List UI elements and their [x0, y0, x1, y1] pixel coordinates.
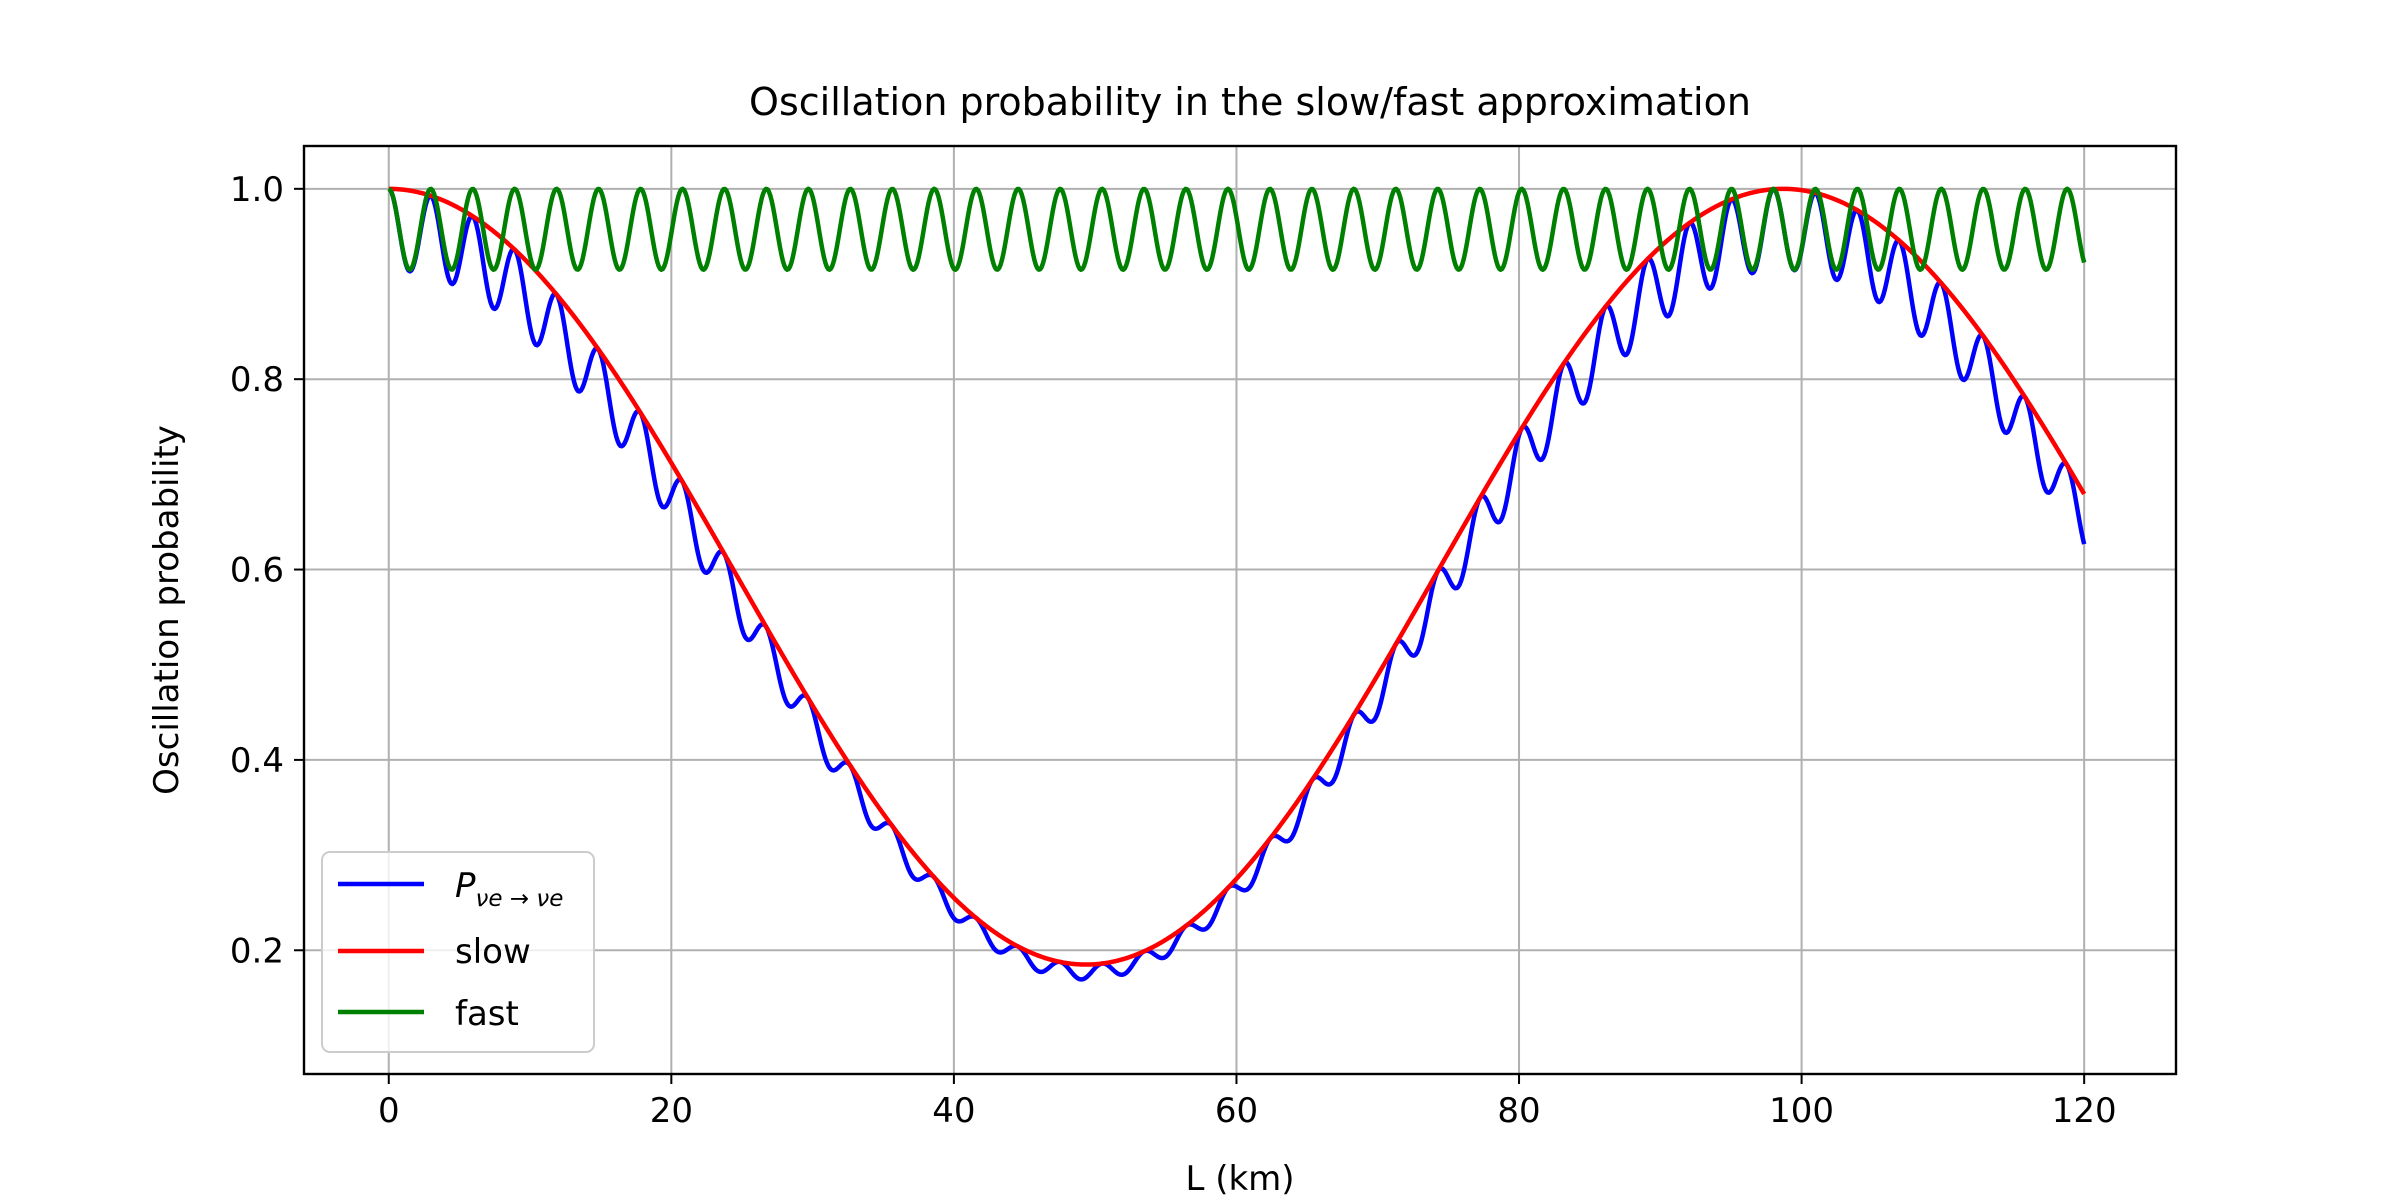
x-tick-label: 20 — [650, 1091, 693, 1131]
y-tick-label: 0.6 — [230, 551, 284, 591]
legend-label-fast: fast — [455, 994, 519, 1034]
plot-series — [387, 186, 2087, 982]
plot-frame — [302, 144, 2178, 1076]
legend-label-full: Pνe → νe — [455, 866, 563, 912]
x-tick-label: 40 — [932, 1091, 975, 1131]
y-tick-label: 0.4 — [230, 741, 284, 781]
legend-box — [321, 851, 595, 1053]
series-line-slow — [387, 186, 2087, 967]
x-tick-label: 100 — [1769, 1091, 1834, 1131]
legend: Pνe → νe slow fast — [321, 851, 595, 1053]
y-tick-label: 0.2 — [230, 931, 284, 971]
y-tick-label: 1.0 — [230, 170, 284, 210]
y-axis-label: Oscillation probability — [147, 425, 187, 795]
y-tick-label: 0.8 — [230, 360, 284, 400]
legend-label-slow: slow — [455, 932, 531, 972]
axis-ticks: 0 20 40 60 80 100 120 0.2 0.4 0.6 0.8 1.0 — [230, 170, 2117, 1131]
grid — [304, 146, 2176, 1074]
x-tick-label: 80 — [1497, 1091, 1540, 1131]
chart-title: Oscillation probability in the slow/fast… — [749, 80, 1751, 124]
series-line-fast — [387, 186, 2087, 272]
x-tick-label: 60 — [1215, 1091, 1258, 1131]
x-axis-label: L (km) — [1185, 1159, 1294, 1199]
x-tick-label: 120 — [2052, 1091, 2117, 1131]
x-tick-label: 0 — [378, 1091, 400, 1131]
